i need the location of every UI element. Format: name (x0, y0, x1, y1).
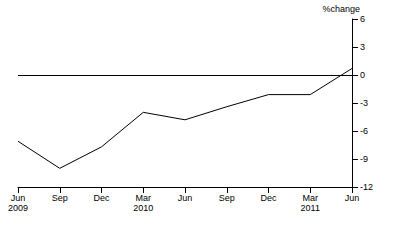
svg-text:2009: 2009 (8, 203, 28, 213)
svg-text:Jun: Jun (11, 193, 26, 203)
svg-text:0: 0 (360, 70, 365, 80)
svg-text:2010: 2010 (133, 203, 153, 213)
svg-text:6: 6 (360, 14, 365, 24)
svg-text:Dec: Dec (93, 193, 110, 203)
svg-text:Jun: Jun (345, 193, 360, 203)
svg-text:Jun: Jun (178, 193, 193, 203)
svg-text:3: 3 (360, 42, 365, 52)
svg-text:Sep: Sep (219, 193, 235, 203)
svg-text:-3: -3 (360, 98, 368, 108)
svg-text:-9: -9 (360, 154, 368, 164)
svg-text:-6: -6 (360, 126, 368, 136)
svg-text:%change: %change (322, 4, 360, 14)
svg-text:Sep: Sep (52, 193, 68, 203)
svg-text:-12: -12 (360, 182, 373, 192)
svg-text:Mar: Mar (303, 193, 319, 203)
svg-text:Mar: Mar (136, 193, 152, 203)
svg-text:Dec: Dec (260, 193, 277, 203)
svg-text:2011: 2011 (301, 203, 320, 213)
